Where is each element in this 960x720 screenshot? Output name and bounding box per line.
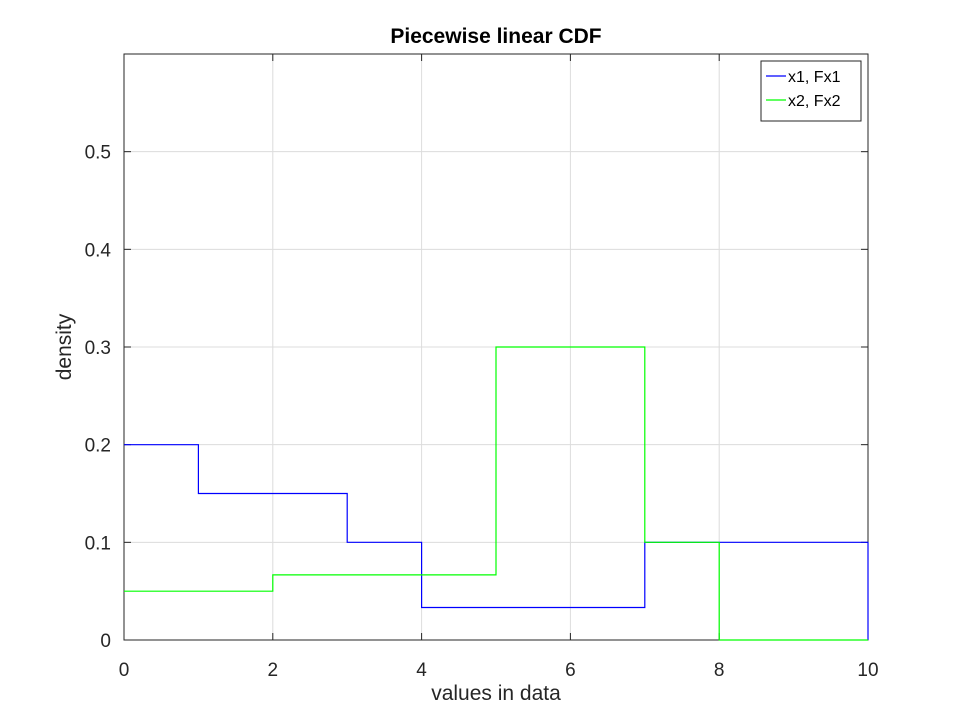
series-lines: [124, 346, 869, 641]
legend-box: [760, 60, 862, 122]
axis-ticks: 0 2 4 6 8 10 0 0.1 0.2 0.3 0.4 0.5: [85, 54, 879, 681]
x-tick-label: 0: [119, 660, 130, 681]
y-tick-label: 0: [100, 631, 111, 652]
x-tick-label: 6: [565, 660, 576, 681]
x-tick-label: 2: [268, 660, 279, 681]
y-tick-label: 0.3: [85, 338, 111, 359]
x-axis-label: values in data: [431, 682, 561, 705]
legend-label: x2, Fx2: [788, 93, 841, 110]
x-tick-label: 4: [416, 660, 427, 681]
y-tick-label: 0.1: [85, 533, 111, 554]
legend-label: x1, Fx1: [788, 69, 841, 86]
x-tick-label: 10: [857, 660, 878, 681]
x-tick-label: 8: [714, 660, 725, 681]
y-tick-label: 0.2: [85, 436, 111, 457]
y-tick-label: 0.5: [85, 143, 111, 164]
chart-title: Piecewise linear CDF: [390, 25, 601, 48]
series-line-2: [124, 346, 868, 641]
y-tick-label: 0.4: [85, 240, 112, 261]
legend: x1, Fx1 x2, Fx2: [760, 60, 862, 122]
y-axis-label: density: [53, 313, 76, 380]
